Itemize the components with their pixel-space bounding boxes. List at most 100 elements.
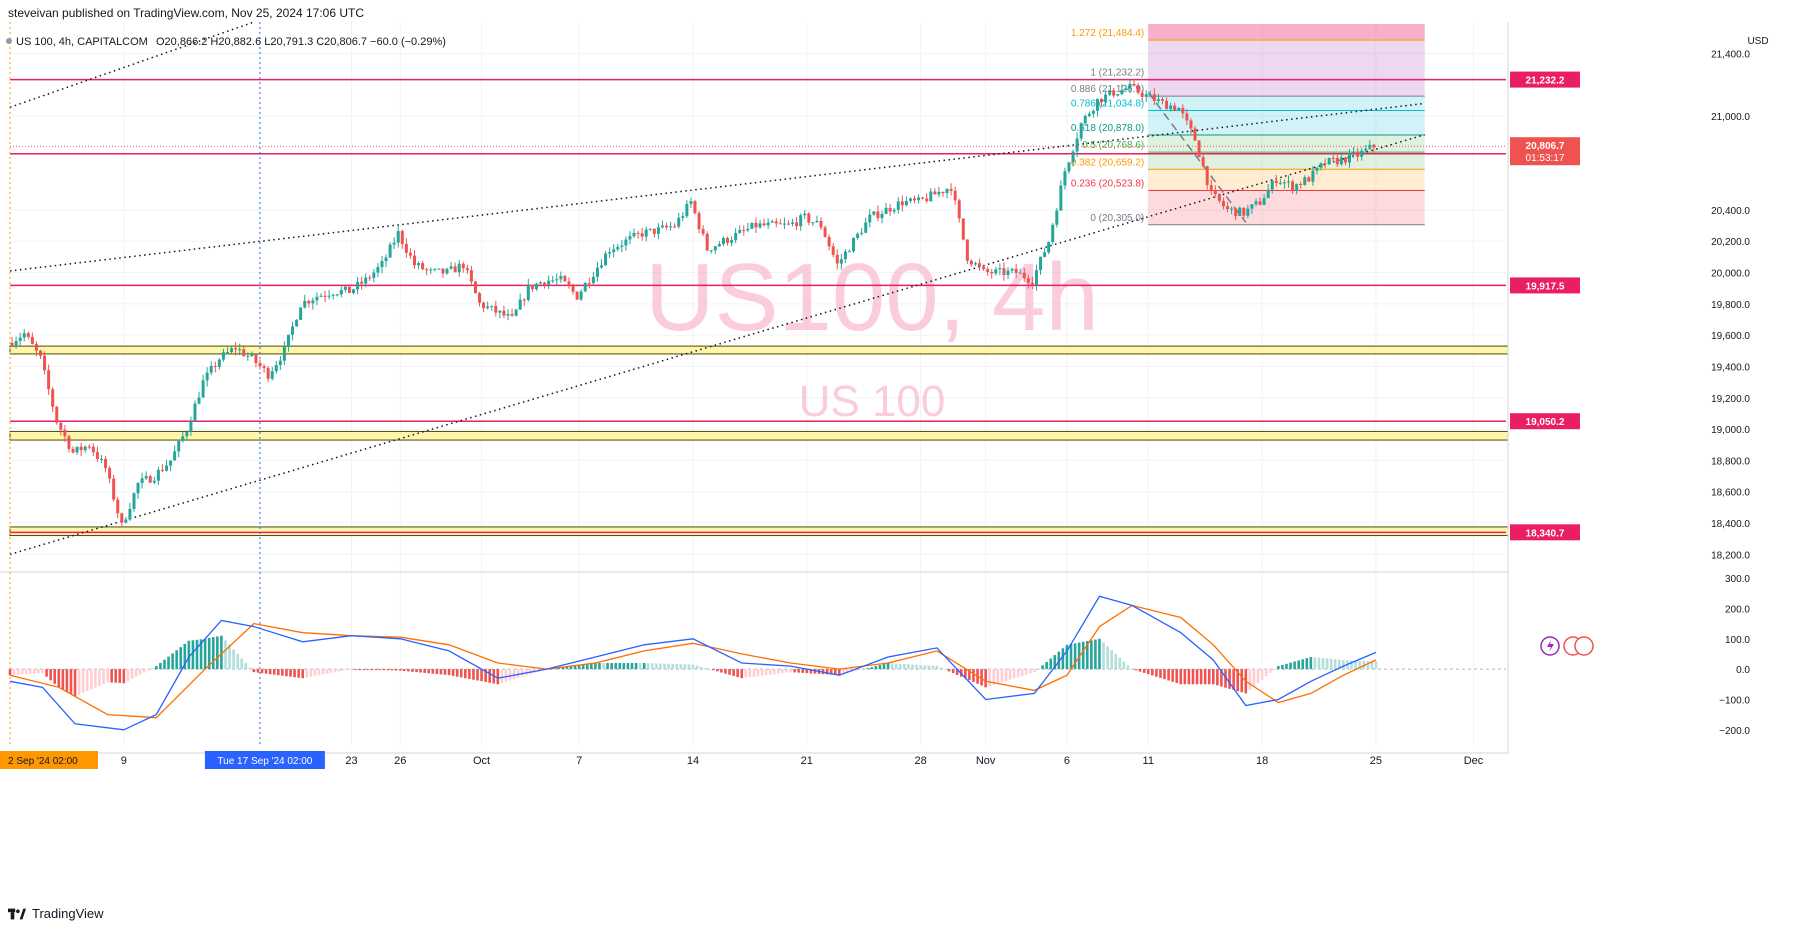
macd-histogram-bar — [1122, 661, 1126, 670]
macd-histogram-bar — [992, 669, 996, 685]
candle-body — [404, 243, 408, 253]
macd-histogram-bar — [939, 667, 943, 670]
macd-histogram-bar — [1057, 651, 1061, 670]
time-tick-label: Oct — [473, 755, 490, 767]
candle-body — [311, 300, 315, 304]
candle-body — [978, 263, 982, 267]
candle-body — [360, 281, 364, 284]
candle-body — [1242, 207, 1246, 216]
candle-body — [482, 302, 486, 309]
macd-histogram-bar — [1374, 661, 1378, 670]
candle-body — [921, 197, 925, 199]
macd-histogram-bar — [342, 669, 345, 671]
macd-histogram-bar — [398, 669, 402, 671]
macd-histogram-bar — [114, 669, 117, 683]
candle-body — [1047, 242, 1051, 253]
candle-body — [10, 342, 14, 346]
candle-body — [644, 229, 648, 237]
macd-histogram-bar — [638, 663, 642, 670]
macd-histogram-bar — [516, 669, 520, 678]
macd-histogram-bar — [53, 669, 57, 684]
tradingview-logo[interactable]: TradingView — [8, 906, 104, 921]
time-tick-label: Nov — [976, 755, 996, 767]
event-icons[interactable] — [1540, 636, 1594, 656]
macd-histogram-bar — [65, 669, 69, 692]
macd-histogram-bar — [309, 669, 313, 677]
candle-body — [1278, 182, 1282, 184]
macd-histogram-bar — [915, 664, 918, 670]
macd-histogram-bar — [464, 669, 467, 679]
macd-histogram-bar — [1171, 669, 1174, 682]
candle-body — [494, 305, 498, 313]
lightning-icon[interactable] — [1540, 636, 1560, 656]
fib-level-label: 0 (20,305.0) — [1090, 213, 1144, 224]
macd-histogram-bar — [1329, 658, 1333, 670]
candle-body — [652, 228, 656, 234]
candle-body — [1112, 90, 1116, 96]
macd-histogram-bar — [732, 669, 735, 676]
candle-body — [1043, 252, 1047, 257]
macd-histogram-bar — [1098, 638, 1101, 670]
candle-body — [709, 250, 713, 252]
chart-area[interactable]: US100, 4h US 100 1.272 (21,484.4) 1 (21,2… — [0, 22, 1811, 896]
candle-body — [51, 389, 55, 407]
fib-level-label: 1 (21,232.2) — [1090, 68, 1144, 79]
time-tick-label: 25 — [1370, 755, 1382, 767]
candle-body — [209, 366, 213, 373]
macd-histogram-bar — [724, 669, 727, 674]
candle-body — [791, 222, 795, 224]
macd-histogram-bar — [1033, 669, 1036, 673]
candle-body — [132, 493, 136, 509]
macd-histogram-bar — [1232, 669, 1235, 690]
macd-histogram-bar — [882, 664, 886, 670]
macd-histogram-bar — [565, 666, 569, 670]
macd-histogram-bar — [1041, 665, 1044, 670]
us-flag-icon[interactable] — [1574, 636, 1594, 656]
macd-histogram-bar — [561, 667, 565, 670]
horizontal-levels[interactable] — [10, 78, 1506, 534]
candle-body — [1177, 107, 1181, 111]
macd-histogram-bar — [1285, 663, 1288, 670]
candle-body — [75, 446, 79, 453]
level-price-tag — [1510, 413, 1580, 430]
trendlines[interactable] — [9, 22, 1425, 556]
candle-body — [124, 519, 128, 523]
macd-histogram-bar — [325, 669, 329, 674]
macd-signal-line — [9, 604, 1377, 719]
candle-body — [864, 222, 868, 233]
macd-histogram-bar — [1248, 669, 1252, 690]
macd-histogram-bar — [297, 669, 300, 678]
macd-histogram-bar — [216, 636, 219, 670]
candle-body — [104, 458, 108, 469]
candle-body — [1217, 193, 1221, 201]
fib-band — [1148, 40, 1425, 80]
macd-histogram-bar — [386, 669, 390, 671]
macd-histogram-bar — [760, 669, 764, 676]
macd-histogram-bar — [203, 638, 207, 670]
macd-histogram-bar — [85, 669, 89, 692]
candle-body — [1303, 177, 1307, 185]
price-tick-label: 18,400.0 — [1711, 519, 1750, 530]
candle-body — [986, 269, 990, 273]
candle-body — [445, 268, 449, 274]
macd-histogram-bar — [1183, 669, 1187, 685]
macd-histogram-bar — [1281, 664, 1284, 670]
support-zones[interactable] — [9, 345, 1659, 537]
candle-body — [473, 281, 477, 294]
candle-body — [843, 251, 847, 260]
candle-body — [612, 249, 616, 253]
candle-body — [201, 380, 205, 398]
candle-body — [640, 233, 644, 237]
time-tick-label: 14 — [687, 755, 699, 767]
candle-body — [1087, 113, 1091, 117]
candle-body — [713, 246, 717, 251]
macd-histogram-bar — [1138, 669, 1142, 672]
macd-histogram-bar — [1073, 643, 1077, 670]
macd-histogram-bar — [1293, 661, 1296, 670]
candle-body — [246, 355, 250, 357]
fib-level-label: 1.272 (21,484.4) — [1071, 28, 1144, 39]
candle-body — [254, 354, 258, 364]
macd-histogram-bar — [736, 669, 739, 678]
candle-body — [1230, 208, 1234, 210]
macd-histogram-bar — [1118, 657, 1122, 670]
